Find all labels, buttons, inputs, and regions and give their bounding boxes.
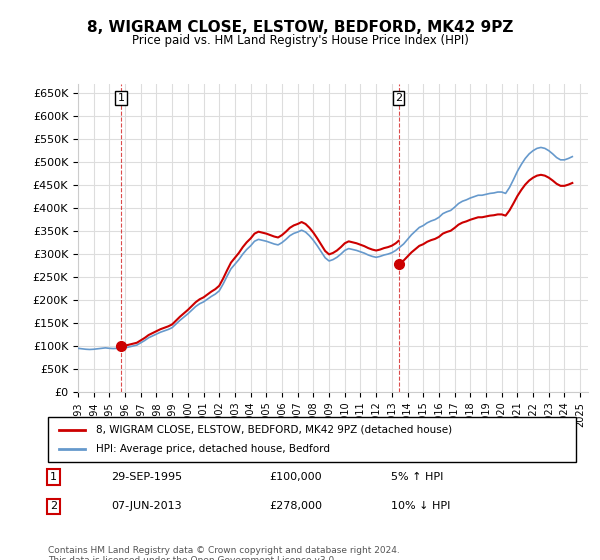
Text: £100,000: £100,000 [270, 472, 322, 482]
Text: 1: 1 [50, 472, 57, 482]
Text: 2: 2 [395, 93, 402, 103]
Text: 5% ↑ HPI: 5% ↑ HPI [391, 472, 443, 482]
Text: 1: 1 [118, 93, 125, 103]
Text: 2: 2 [50, 501, 57, 511]
Text: 29-SEP-1995: 29-SEP-1995 [112, 472, 182, 482]
Text: £278,000: £278,000 [270, 501, 323, 511]
Text: 8, WIGRAM CLOSE, ELSTOW, BEDFORD, MK42 9PZ: 8, WIGRAM CLOSE, ELSTOW, BEDFORD, MK42 9… [87, 20, 513, 35]
Text: 10% ↓ HPI: 10% ↓ HPI [391, 501, 451, 511]
Text: HPI: Average price, detached house, Bedford: HPI: Average price, detached house, Bedf… [95, 445, 329, 455]
Text: 8, WIGRAM CLOSE, ELSTOW, BEDFORD, MK42 9PZ (detached house): 8, WIGRAM CLOSE, ELSTOW, BEDFORD, MK42 9… [95, 424, 452, 435]
Text: 07-JUN-2013: 07-JUN-2013 [112, 501, 182, 511]
Text: Price paid vs. HM Land Registry's House Price Index (HPI): Price paid vs. HM Land Registry's House … [131, 34, 469, 46]
FancyBboxPatch shape [48, 417, 576, 462]
Text: Contains HM Land Registry data © Crown copyright and database right 2024.
This d: Contains HM Land Registry data © Crown c… [48, 546, 400, 560]
